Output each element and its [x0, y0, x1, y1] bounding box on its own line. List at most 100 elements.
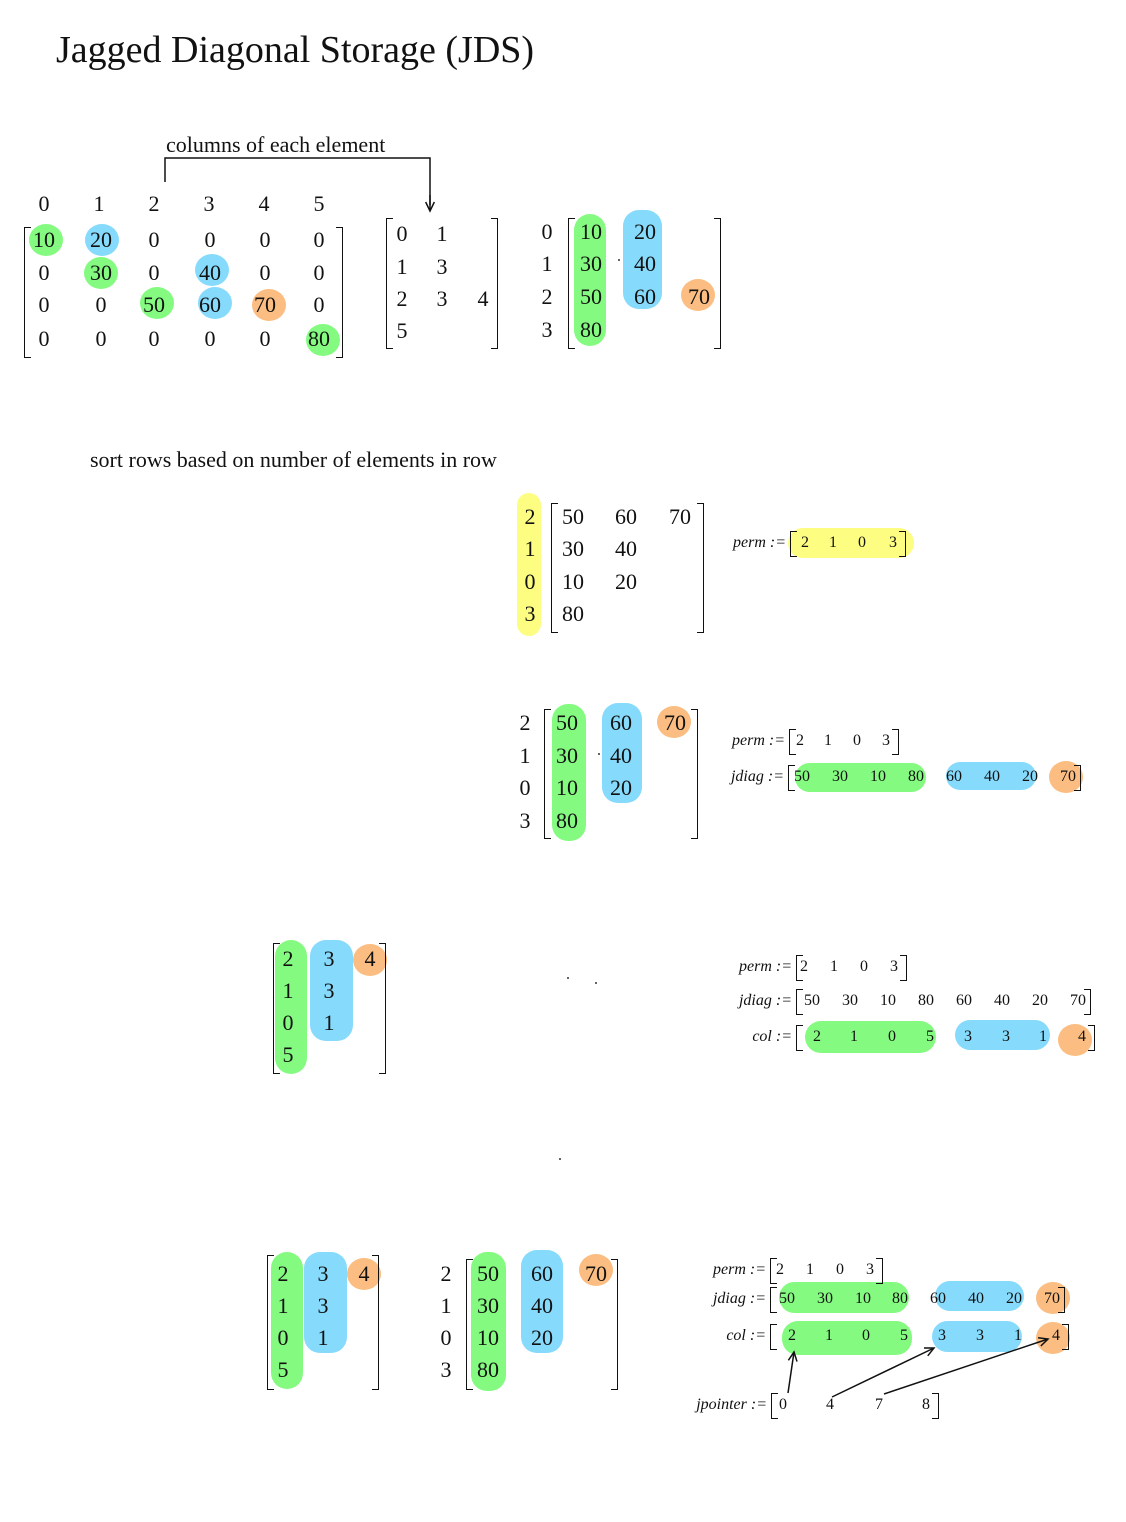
values-matrix-bracket-right	[714, 218, 721, 349]
dense-matrix-cell: 0	[313, 292, 325, 317]
columns-annotation-connector	[164, 157, 431, 205]
stray-dot	[618, 259, 620, 261]
sorted-column-matrix-cell: 1	[282, 978, 294, 1003]
col-vector-value: 1	[1039, 1028, 1047, 1045]
values-matrix-cell: 10	[580, 219, 602, 244]
column-index-matrix-cell: 3	[436, 254, 448, 279]
highlight-diag3	[579, 1254, 613, 1286]
perm-vector-value: 2	[796, 732, 804, 749]
jdiag-vector-bracket-left	[796, 989, 803, 1015]
column-index-matrix-cell: 0	[396, 221, 408, 246]
dense-matrix-cell: 0	[313, 227, 325, 252]
jdiag-vector-value: 50	[794, 768, 810, 785]
jpointer-arrow-4	[831, 1347, 935, 1398]
perm-vector-value: 1	[824, 732, 832, 749]
sorted-column-matrix-bracket-right	[372, 1255, 379, 1390]
jpointer-vector-label: jpointer :=	[696, 1396, 767, 1413]
sorted-column-matrix-cell: 5	[282, 1042, 294, 1067]
values-matrix-cell: 50	[580, 284, 602, 309]
jpointer-vector-bracket-left	[771, 1393, 778, 1419]
highlight-perm	[788, 528, 914, 558]
jdiag-vector-label: jdiag :=	[738, 992, 792, 1009]
sorted-column-matrix-cell: 3	[317, 1261, 329, 1286]
highlight-diag2	[602, 703, 642, 803]
dense-matrix-cell: 0	[204, 326, 216, 351]
values-matrix-cell: 70	[688, 284, 710, 309]
sorted-column-matrix-cell: 3	[323, 978, 335, 1003]
col-vector-bracket-right	[1062, 1324, 1069, 1350]
annotation-sort-rows: sort rows based on number of elements in…	[90, 447, 497, 472]
perm-vector-label: perm :=	[712, 1261, 766, 1278]
sorted-column-matrix-cell: 1	[317, 1325, 329, 1350]
dense-matrix-cell: 10	[33, 227, 55, 252]
dense-matrix-bracket-left	[24, 227, 31, 358]
highlight-diag2	[521, 1250, 563, 1353]
highlight-diag2	[304, 1252, 347, 1353]
jdiag-vector-value: 30	[842, 992, 858, 1009]
column-header-label: 4	[258, 191, 270, 216]
sorted-matrix-cell: 20	[610, 775, 632, 800]
col-vector-label: col :=	[752, 1028, 792, 1045]
jdiag-vector-value: 60	[930, 1290, 946, 1307]
perm-vector-value: 2	[800, 958, 808, 975]
row-label: 2	[541, 284, 553, 309]
annotation-columns-of-each-element: columns of each element	[166, 132, 386, 157]
highlight-diag2	[623, 210, 662, 309]
highlight-diag2	[932, 1321, 1022, 1352]
highlight-diag1	[271, 1252, 303, 1389]
row-label: 1	[541, 251, 553, 276]
dense-matrix-cell: 20	[90, 227, 112, 252]
jdiag-vector-value: 50	[804, 992, 820, 1009]
dense-matrix-bracket-right	[336, 227, 343, 358]
highlight-diag2	[946, 762, 1036, 790]
jdiag-vector-value: 30	[817, 1290, 833, 1307]
highlight-perm	[517, 493, 541, 636]
dense-matrix-cell: 0	[95, 292, 107, 317]
dense-matrix-cell: 0	[204, 227, 216, 252]
col-vector-value: 3	[938, 1327, 946, 1344]
sorted-matrix-bracket-right	[697, 503, 704, 633]
sorted-column-matrix-cell: 0	[282, 1010, 294, 1035]
dense-matrix-cell: 0	[259, 260, 271, 285]
highlight-diag3	[657, 706, 691, 738]
row-label: 3	[541, 317, 553, 342]
perm-vector-bracket-left	[790, 531, 797, 557]
col-vector-value: 0	[888, 1028, 896, 1045]
perm-vector-bracket-left	[796, 955, 803, 981]
jdiag-vector-bracket-right	[1074, 765, 1081, 791]
sorted-column-matrix-cell: 1	[323, 1010, 335, 1035]
jdiag-vector-value: 10	[855, 1290, 871, 1307]
highlight-diag2	[198, 287, 232, 319]
jdiag-vector-bracket-right	[1058, 1287, 1065, 1313]
sorted-matrix-cell: 80	[477, 1357, 499, 1382]
row-label: 1	[519, 743, 531, 768]
sorted-matrix-cell: 60	[610, 710, 632, 735]
sorted-matrix-cell: 40	[615, 536, 637, 561]
highlight-diag1	[84, 257, 118, 289]
perm-vector-value: 2	[801, 534, 809, 551]
jpointer-arrow-7	[883, 1338, 1049, 1395]
column-header-label: 2	[148, 191, 160, 216]
highlight-diag2	[195, 254, 229, 286]
col-vector-value: 2	[788, 1327, 796, 1344]
jdiag-vector-value: 20	[1022, 768, 1038, 785]
perm-vector-bracket-right	[876, 1258, 883, 1284]
sorted-matrix-cell: 20	[531, 1325, 553, 1350]
col-vector-value: 5	[926, 1028, 934, 1045]
column-index-matrix-cell: 3	[436, 286, 448, 311]
sorted-matrix-cell: 70	[585, 1261, 607, 1286]
sorted-matrix-bracket-left	[544, 709, 551, 839]
jdiag-vector-value: 10	[870, 768, 886, 785]
perm-vector-bracket-right	[892, 729, 899, 755]
sorted-column-matrix-cell: 5	[277, 1357, 289, 1382]
highlight-diag1	[306, 324, 340, 356]
jdiag-vector-value: 40	[984, 768, 1000, 785]
sorted-matrix-cell: 70	[664, 710, 686, 735]
sorted-matrix-cell: 50	[562, 504, 584, 529]
column-header-label: 5	[313, 191, 325, 216]
values-matrix-cell: 40	[634, 251, 656, 276]
sorted-column-matrix-cell: 4	[364, 946, 376, 971]
perm-vector-value: 3	[889, 534, 897, 551]
sorted-matrix-cell: 30	[562, 536, 584, 561]
jpointer-arrow-0-head	[787, 1350, 798, 1362]
